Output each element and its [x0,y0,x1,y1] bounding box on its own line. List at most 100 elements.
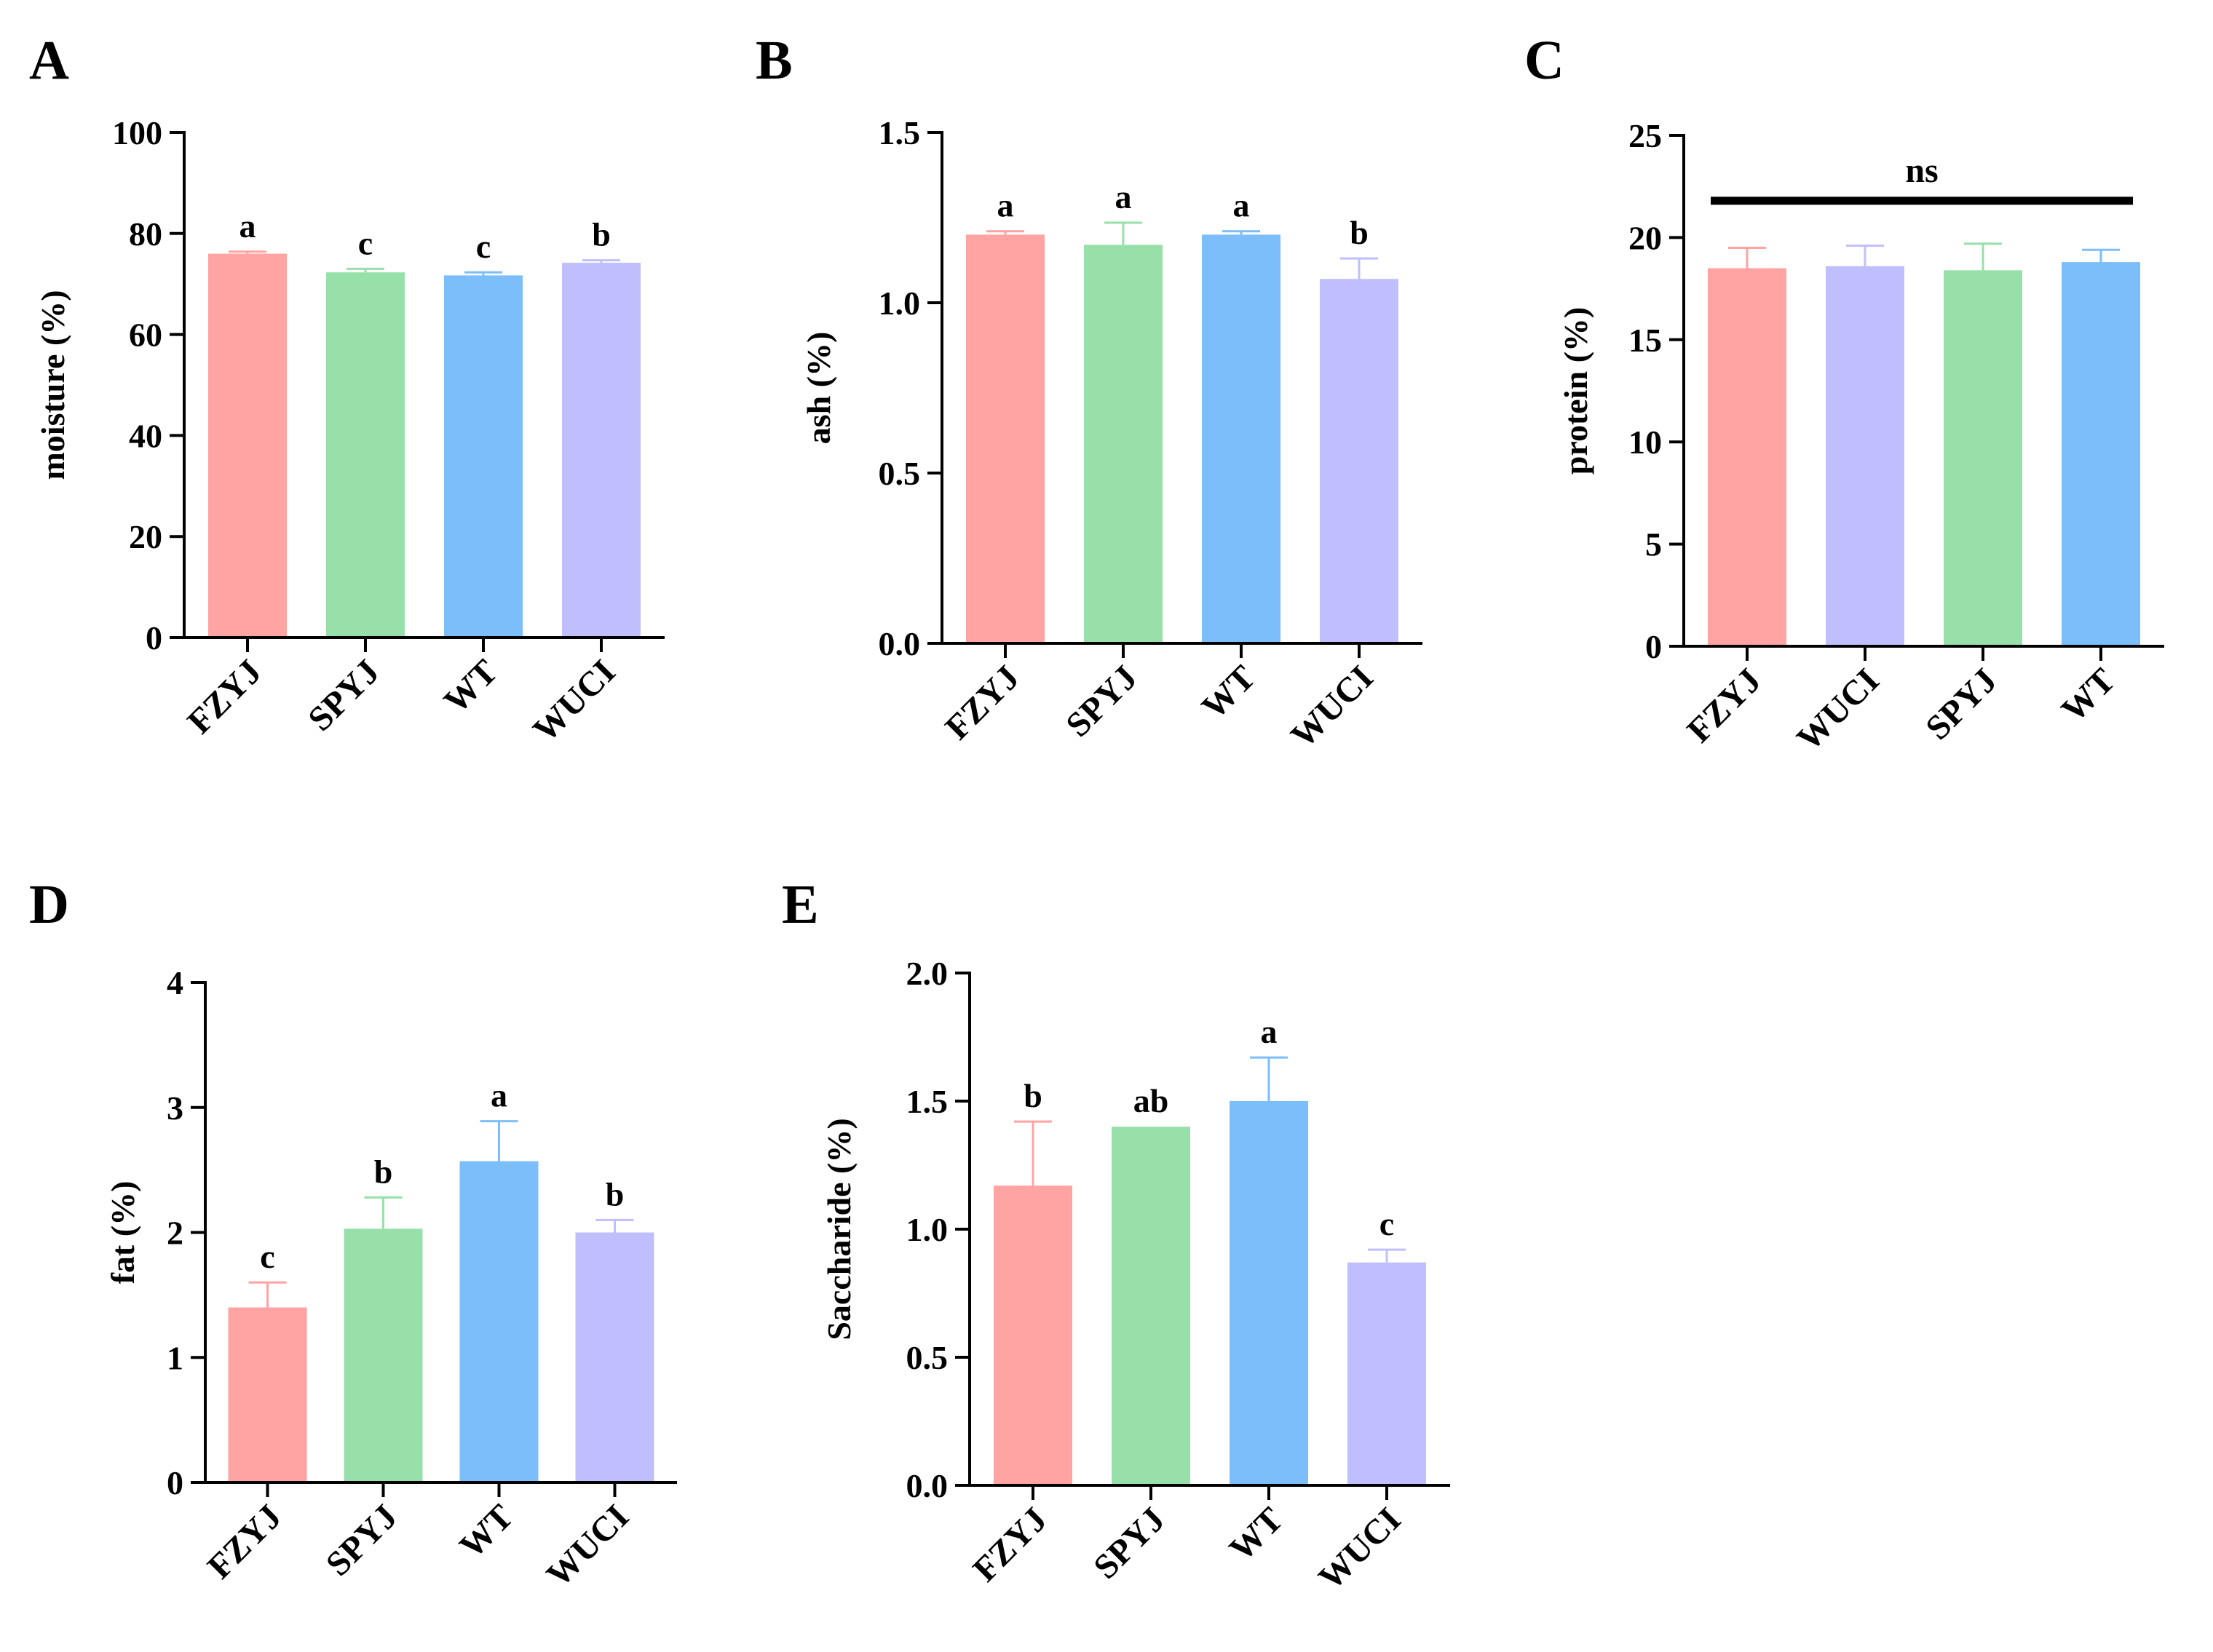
x-tick-label: SPYJ [1058,658,1145,744]
bar-spyj [344,1228,423,1482]
panel-E: E Saccharide (%) b FZYJ ab SPYJ a WT c WUCI 0.0 0.5… [782,874,1450,1597]
y-tick-label: 5 [1645,526,1662,563]
y-tick-label: 3 [167,1089,183,1127]
error-bar-spyj [1964,242,2002,271]
error-bar-fzyj [248,1281,287,1308]
error-bar-wuci [1368,1248,1406,1263]
error-bar-wt [480,1120,518,1161]
y-tick-label: 0 [1645,628,1662,665]
y-tick-label: 1.5 [879,114,921,151]
y-tick-label: 1.5 [906,1083,949,1120]
x-tick-label: WT [1222,1500,1291,1568]
y-tick-label: 25 [1628,117,1662,154]
y-tick-label: 1 [167,1339,183,1376]
significance-letter: b [1350,214,1369,251]
x-tick-label: FZYJ [200,1497,289,1586]
x-tick-label: WUCI [1311,1500,1409,1597]
significance-letter: c [260,1238,274,1275]
x-tick-label: SPYJ [1918,661,2005,747]
significance-letter: a [997,187,1014,224]
x-tick-label: WUCI [1283,658,1381,755]
y-tick-label: 0.0 [879,625,921,662]
significance-letter: c [476,228,491,265]
bar-fzyj [994,1186,1072,1485]
panel-label: D [29,874,69,935]
error-bar-spyj [1104,221,1142,245]
significance-letter: a [1233,187,1250,224]
x-tick-label: SPYJ [1086,1500,1173,1587]
bar-wuci [1347,1262,1426,1485]
significance-letter: b [592,216,611,253]
x-tick-label: WUCI [1789,661,1887,758]
y-axis-label: fat (%) [104,1181,141,1284]
error-bar-wt [464,271,502,276]
error-bar-wuci [1846,245,1884,266]
y-tick-label: 0.5 [906,1339,949,1376]
y-tick-label: 100 [112,114,162,151]
x-tick-label: WT [437,652,505,720]
y-axis-label: protein (%) [1557,307,1594,474]
y-tick-label: 2 [167,1215,183,1252]
error-bar-wt [1250,1056,1288,1101]
significance-letter: b [606,1175,625,1212]
significance-letter: b [1024,1077,1042,1114]
error-bar-wuci [1340,257,1378,279]
significance-letter: a [239,207,256,245]
bar-wuci [1320,279,1398,643]
y-axis-label: ash (%) [800,332,837,445]
x-tick-label: FZYJ [938,658,1026,747]
x-tick-label: WT [2054,661,2123,729]
error-bar-wuci [582,259,620,263]
y-tick-label: 40 [129,417,162,454]
panel-label: B [756,30,793,91]
y-tick-label: 20 [1628,219,1662,256]
error-bar-wt [1222,230,1260,235]
y-tick-label: 4 [167,964,183,1001]
x-tick-label: FZYJ [1679,661,1768,750]
significance-letter: a [1115,178,1132,215]
error-bar-wt [2082,248,2120,263]
significance-label: ns [1905,151,1938,190]
y-tick-label: 0.5 [879,455,921,492]
bar-spyj [326,272,405,638]
significance-letter: b [374,1153,393,1190]
significance-letter: a [491,1077,507,1114]
bar-wt [459,1161,539,1482]
bar-wt [1202,234,1280,643]
y-tick-label: 60 [129,317,162,354]
panel-label: E [782,874,819,935]
significance-letter: c [1379,1205,1394,1242]
bar-fzyj [1708,268,1786,646]
panel-label: A [29,30,69,91]
bar-spyj [1112,1127,1190,1485]
x-tick-label: SPYJ [319,1497,405,1584]
x-tick-label: FZYJ [180,652,269,741]
bar-wuci [562,263,641,638]
bar-fzyj [228,1307,307,1482]
y-tick-label: 20 [129,518,162,555]
significance-letter: c [358,224,373,261]
error-bar-fzyj [1728,246,1766,269]
y-tick-label: 10 [1628,424,1662,461]
x-tick-label: WT [452,1497,520,1565]
panel-label: C [1524,30,1564,91]
y-tick-label: 1.0 [879,285,921,322]
x-tick-label: FZYJ [965,1500,1054,1589]
y-axis-label: Saccharide (%) [820,1118,858,1340]
bar-fzyj [966,234,1045,643]
x-tick-label: WT [1195,658,1263,726]
x-tick-label: SPYJ [301,652,387,739]
error-bar-wuci [595,1218,634,1233]
bar-wuci [575,1232,654,1482]
error-bar-fzyj [229,250,266,254]
x-tick-label: WUCI [526,652,623,750]
y-tick-label: 2.0 [906,955,949,992]
significance-letter: a [1261,1013,1278,1050]
significance-letter: ab [1133,1082,1169,1119]
